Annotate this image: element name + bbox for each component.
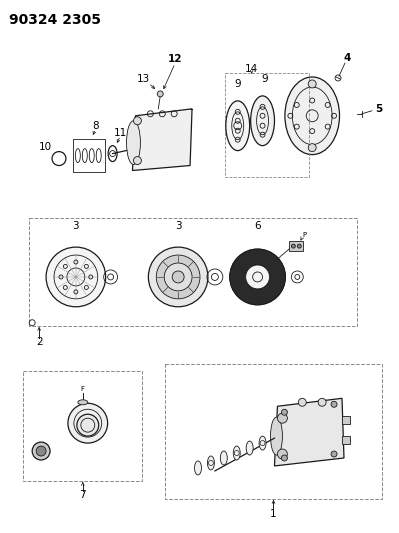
Ellipse shape [133, 117, 141, 125]
Bar [225, 73, 309, 177]
Circle shape [291, 244, 295, 248]
Bar [165, 365, 382, 499]
Circle shape [172, 271, 184, 283]
Circle shape [164, 263, 192, 291]
Circle shape [331, 451, 337, 457]
Circle shape [277, 413, 287, 423]
Circle shape [308, 144, 316, 151]
Text: 11: 11 [114, 128, 127, 138]
Text: 12: 12 [168, 54, 182, 64]
Text: 1: 1 [270, 508, 277, 519]
Circle shape [157, 91, 163, 97]
Text: 4: 4 [343, 53, 351, 63]
Polygon shape [275, 398, 344, 466]
Text: 9: 9 [261, 74, 268, 84]
Circle shape [277, 449, 287, 459]
Ellipse shape [271, 417, 282, 455]
Text: 9: 9 [235, 79, 241, 89]
Circle shape [36, 446, 46, 456]
Text: 14: 14 [245, 64, 258, 74]
Ellipse shape [126, 121, 140, 165]
Text: 6: 6 [254, 221, 261, 231]
Text: 13: 13 [137, 74, 150, 84]
Wedge shape [230, 249, 285, 305]
Text: 5: 5 [375, 104, 382, 114]
Text: F: F [81, 386, 85, 392]
Circle shape [308, 80, 316, 88]
Circle shape [298, 398, 306, 406]
Ellipse shape [133, 157, 141, 165]
Bar [73, 139, 105, 173]
Circle shape [156, 255, 200, 299]
Ellipse shape [220, 451, 227, 465]
Bar [342, 416, 350, 424]
Text: 2: 2 [36, 337, 42, 346]
Ellipse shape [251, 96, 275, 146]
Circle shape [77, 414, 99, 436]
Circle shape [318, 398, 326, 406]
Circle shape [68, 403, 108, 443]
Bar [23, 372, 142, 481]
Ellipse shape [78, 400, 88, 405]
Text: 3: 3 [73, 221, 79, 231]
Polygon shape [132, 109, 192, 171]
Ellipse shape [233, 446, 240, 460]
Bar [289, 241, 303, 251]
Text: 8: 8 [93, 121, 99, 131]
Ellipse shape [285, 77, 340, 155]
Ellipse shape [195, 461, 201, 475]
Circle shape [32, 442, 50, 460]
Text: P: P [302, 232, 306, 238]
Ellipse shape [259, 436, 266, 450]
Ellipse shape [207, 456, 214, 470]
Ellipse shape [226, 101, 250, 151]
Circle shape [281, 455, 287, 461]
Circle shape [230, 249, 285, 305]
Circle shape [246, 265, 269, 289]
Text: 3: 3 [175, 221, 182, 231]
Circle shape [281, 409, 287, 415]
Circle shape [331, 401, 337, 407]
Text: 10: 10 [39, 142, 51, 151]
Circle shape [148, 247, 208, 307]
Text: 7: 7 [79, 490, 86, 500]
Text: 90324 2305: 90324 2305 [9, 13, 101, 27]
Bar [342, 436, 350, 444]
Circle shape [46, 247, 106, 307]
Ellipse shape [246, 441, 253, 455]
Circle shape [297, 244, 301, 248]
Bar [29, 218, 357, 326]
